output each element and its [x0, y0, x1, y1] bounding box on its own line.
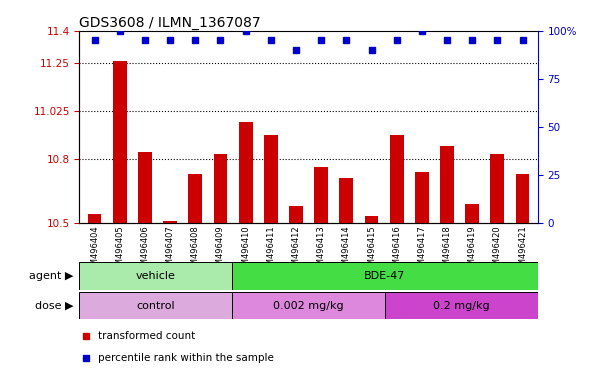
- Text: 0.002 mg/kg: 0.002 mg/kg: [273, 301, 344, 311]
- Bar: [138, 152, 152, 223]
- Bar: [232, 262, 538, 290]
- Text: control: control: [136, 301, 175, 311]
- Bar: [339, 178, 353, 223]
- Text: agent ▶: agent ▶: [29, 271, 73, 281]
- Bar: [188, 174, 202, 223]
- Bar: [79, 292, 232, 319]
- Bar: [213, 154, 227, 223]
- Bar: [289, 206, 303, 223]
- Bar: [365, 216, 378, 223]
- Text: dose ▶: dose ▶: [35, 301, 73, 311]
- Bar: [87, 214, 101, 223]
- Bar: [79, 262, 232, 290]
- Bar: [466, 204, 479, 223]
- Text: BDE-47: BDE-47: [364, 271, 406, 281]
- Bar: [163, 220, 177, 223]
- Bar: [440, 146, 454, 223]
- Bar: [390, 135, 404, 223]
- Text: percentile rank within the sample: percentile rank within the sample: [98, 353, 274, 363]
- Text: transformed count: transformed count: [98, 331, 195, 341]
- Bar: [491, 154, 504, 223]
- Bar: [113, 61, 126, 223]
- Bar: [415, 172, 429, 223]
- Text: GDS3608 / ILMN_1367087: GDS3608 / ILMN_1367087: [79, 16, 261, 30]
- Bar: [314, 167, 328, 223]
- Text: 0.2 mg/kg: 0.2 mg/kg: [433, 301, 489, 311]
- Text: vehicle: vehicle: [136, 271, 176, 281]
- Bar: [239, 122, 252, 223]
- Bar: [385, 292, 538, 319]
- Bar: [232, 292, 385, 319]
- Bar: [516, 174, 530, 223]
- Bar: [264, 135, 278, 223]
